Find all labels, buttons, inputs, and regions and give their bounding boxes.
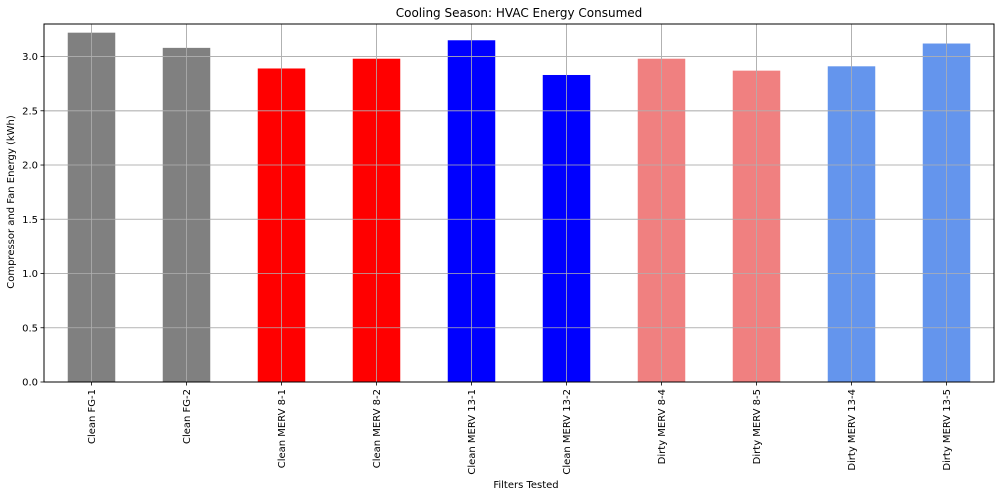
x-axis-label: Filters Tested [493, 480, 558, 491]
y-axis-ticks: 0.0 0.5 1.0 1.5 2.0 2.5 3.0 [22, 52, 44, 389]
y-tick-label: 1.0 [22, 269, 38, 280]
x-tick-label: Clean MERV 8-1 [277, 389, 288, 468]
x-tick-label: Clean MERV 13-2 [562, 389, 573, 475]
y-tick-label: 3.0 [22, 52, 38, 63]
y-axis-label: Compressor and Fan Energy (kWh) [6, 115, 17, 289]
x-tick-label: Dirty MERV 13-4 [847, 389, 858, 471]
y-tick-label: 2.0 [22, 161, 38, 172]
x-tick-label: Clean MERV 13-1 [467, 389, 478, 475]
x-tick-label: Dirty MERV 8-4 [657, 389, 668, 464]
y-tick-label: 0.5 [22, 323, 38, 334]
y-tick-label: 1.5 [22, 215, 38, 226]
x-tick-label: Dirty MERV 8-5 [752, 389, 763, 464]
y-tick-label: 0.0 [22, 378, 38, 389]
bars [44, 24, 994, 383]
x-tick-label: Clean MERV 8-2 [372, 389, 383, 468]
chart-title: Cooling Season: HVAC Energy Consumed [396, 6, 643, 20]
y-tick-label: 2.5 [22, 106, 38, 117]
x-tick-label: Clean FG-1 [87, 389, 98, 444]
plot-frame [43, 23, 995, 383]
x-tick-label: Clean FG-2 [182, 389, 193, 444]
x-axis-ticks: Clean FG-1 Clean FG-2 Clean MERV 8-1 Clean … [87, 382, 953, 475]
x-tick-label: Dirty MERV 13-5 [942, 389, 953, 471]
